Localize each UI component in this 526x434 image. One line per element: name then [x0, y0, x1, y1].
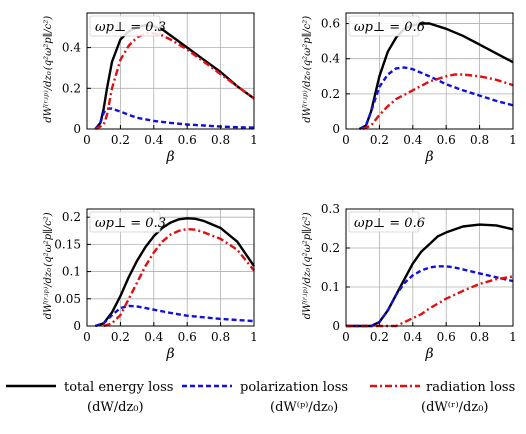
- x-tick-label: 0.6: [178, 330, 197, 344]
- series-line-radiation: [346, 275, 514, 328]
- x-axis-label: β: [165, 149, 174, 165]
- y-tick-label: 0.2: [62, 81, 81, 95]
- y-tick-label: 0.2: [62, 210, 81, 224]
- x-tick-label: 0.8: [470, 330, 489, 344]
- series-line-total: [94, 24, 255, 130]
- legend-entry-polarization: polarization loss (dW⁽ᵖ⁾/dz₀): [182, 380, 348, 415]
- series-line-polarization: [358, 66, 514, 131]
- annotation-text: ωp⊥ = 0.6: [354, 20, 425, 35]
- legend-label-radiation: radiation loss: [426, 380, 515, 395]
- x-tick-label: 0: [83, 330, 91, 344]
- y-axis-label-factor: (q²ω²p∥/c²): [42, 212, 54, 266]
- x-tick-label: 1: [509, 330, 517, 344]
- y-axis-label: dW⁽ʳʴᵖ⁾/dz₀(q²ω²p∥/c²): [301, 16, 313, 123]
- y-axis-label-factor: (q²ω²p∥/c²): [301, 212, 313, 266]
- y-axis-label: dW⁽ʳʴᵖ⁾/dz₀ (q²ω²p∥/c²): [42, 212, 54, 319]
- legend-sublabel-total: (dW/dz₀): [87, 400, 144, 415]
- x-tick-label: 0.4: [144, 133, 163, 147]
- x-tick-label: 0.8: [211, 133, 230, 147]
- legend: total energy loss (dW/dz₀) polarization …: [6, 380, 515, 415]
- series-line-total: [346, 223, 514, 328]
- chart-panel-3: 0 0.2 0.4 0.6 0.8 1 0 0.05 0.1 0.15 0.2 β ωp⊥ = 0.3 d…: [42, 208, 258, 362]
- y-axis-label: dW⁽ʳʴᵖ⁾/dz₀ (q²ω²p∥/c²): [301, 212, 313, 319]
- axes-frame: [345, 208, 514, 327]
- y-tick-label: 0: [332, 319, 340, 333]
- x-axis-label: β: [424, 149, 433, 165]
- legend-sublabel-polarization: (dW⁽ᵖ⁾/dz₀): [270, 400, 338, 415]
- omega-annotation: ωp⊥ = 0.3: [89, 211, 166, 233]
- x-tick-label: 0.2: [111, 133, 130, 147]
- series-line-total: [94, 217, 255, 328]
- y-tick-label: 0: [73, 319, 81, 333]
- omega-annotation: ωp⊥ = 0.6: [348, 15, 425, 37]
- y-tick-label: 0.1: [321, 280, 340, 294]
- axes-frame: [86, 208, 255, 327]
- x-tick-label: 0.6: [178, 133, 197, 147]
- y-tick-label: 0.15: [54, 237, 81, 251]
- y-tick-label: 0.6: [321, 17, 340, 31]
- x-axis-label: β: [165, 346, 174, 362]
- y-axis-label: dW⁽ʳʴᵖ⁾/dz₀(q²ω²p∥/c²): [42, 16, 54, 123]
- annotation-box: [348, 15, 420, 37]
- series-line-polarization: [94, 304, 255, 328]
- x-tick-label: 1: [250, 133, 258, 147]
- x-tick-label: 0.4: [403, 133, 422, 147]
- x-tick-label: 0.8: [211, 330, 230, 344]
- y-axis-label-prefix: dW⁽ʳʴᵖ⁾/dz₀: [43, 268, 54, 320]
- y-tick-label: 0.1: [62, 265, 81, 279]
- x-tick-label: 0.8: [470, 133, 489, 147]
- axes-frame: [86, 12, 255, 130]
- annotation-box: [89, 211, 161, 233]
- x-axis-label: β: [424, 346, 433, 362]
- y-tick-label: 0: [332, 122, 340, 136]
- x-tick-label: 0.2: [370, 330, 389, 344]
- annotation-box: [348, 211, 420, 233]
- omega-annotation: ωp⊥ = 0.6: [348, 211, 425, 233]
- chart-panel-2: 0 0.2 0.4 0.6 0.8 1 0 0.2 0.4 0.6 β ωp⊥ = 0.6 dW⁽ʳʴᵖ…: [301, 12, 517, 165]
- series-line-radiation: [94, 32, 255, 131]
- x-tick-label: 0: [342, 133, 350, 147]
- annotation-text: ωp⊥ = 0.3: [95, 216, 166, 231]
- y-tick-label: 0.2: [321, 87, 340, 101]
- x-tick-label: 0.6: [437, 133, 456, 147]
- y-axis-label-factor: (q²ω²p∥/c²): [301, 16, 313, 70]
- x-tick-label: 1: [250, 330, 258, 344]
- x-tick-label: 0.6: [437, 330, 456, 344]
- x-tick-label: 0: [83, 133, 91, 147]
- annotation-text: ωp⊥ = 0.3: [95, 20, 166, 35]
- y-tick-label: 0.4: [62, 41, 81, 55]
- y-tick-label: 0: [73, 122, 81, 136]
- legend-sublabel-radiation: (dW⁽ʳ⁾/dz₀): [421, 400, 489, 415]
- chart-panel-4: 0 0.2 0.4 0.6 0.8 1 0 0.1 0.2 0.3 β ωp⊥ = 0.6 dW⁽ʳʴᵖ…: [301, 202, 517, 362]
- x-tick-label: 0.4: [403, 330, 422, 344]
- series-line-radiation: [362, 73, 514, 131]
- y-tick-label: 0.3: [321, 202, 340, 216]
- axes-frame: [345, 12, 514, 130]
- y-axis-label-factor: (q²ω²p∥/c²): [42, 16, 54, 70]
- y-tick-label: 0.2: [321, 241, 340, 255]
- y-axis-label-prefix: dW⁽ʳʴᵖ⁾/dz₀: [43, 71, 54, 123]
- annotation-text: ωp⊥ = 0.6: [354, 216, 425, 231]
- x-tick-label: 0.4: [144, 330, 163, 344]
- legend-label-total: total energy loss: [64, 380, 173, 395]
- x-tick-label: 0.2: [111, 330, 130, 344]
- legend-entry-total: total energy loss (dW/dz₀): [6, 380, 173, 415]
- x-tick-label: 0.2: [370, 133, 389, 147]
- y-tick-label: 0.05: [54, 292, 81, 306]
- y-axis-label-prefix: dW⁽ʳʴᵖ⁾/dz₀: [302, 268, 313, 320]
- annotation-box: [89, 15, 161, 37]
- y-tick-label: 0.4: [321, 52, 340, 66]
- legend-label-polarization: polarization loss: [240, 380, 348, 395]
- series-line-polarization: [346, 265, 514, 328]
- legend-entry-radiation: radiation loss (dW⁽ʳ⁾/dz₀): [370, 380, 515, 415]
- y-axis-label-prefix: dW⁽ʳʴᵖ⁾/dz₀: [302, 71, 313, 123]
- series-line-radiation: [103, 227, 255, 328]
- x-tick-label: 1: [509, 133, 517, 147]
- series-line-polarization: [94, 107, 255, 130]
- omega-annotation: ωp⊥ = 0.3: [89, 15, 166, 37]
- x-tick-label: 0: [342, 330, 350, 344]
